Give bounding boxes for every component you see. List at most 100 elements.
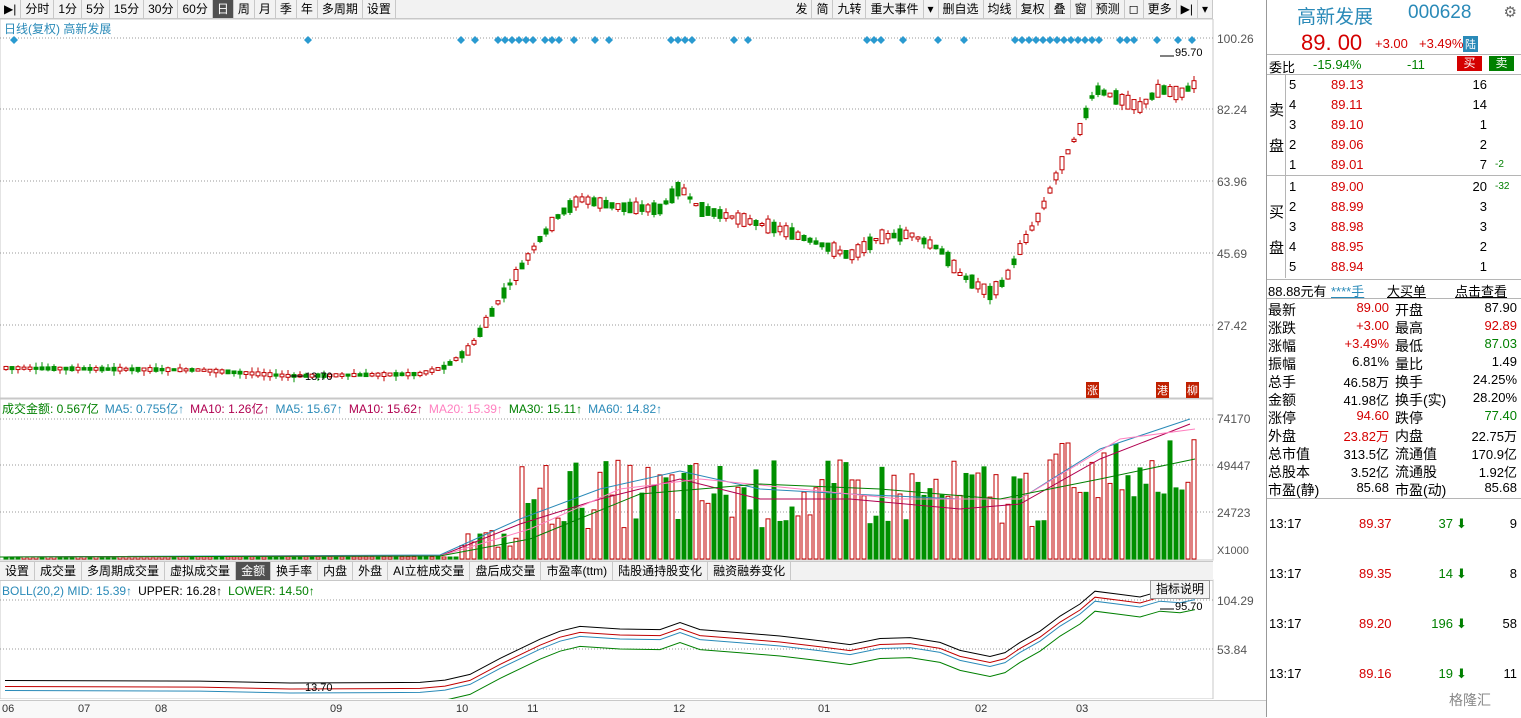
indicator-tab[interactable]: 陆股通持股变化: [613, 562, 709, 580]
indicator-tab[interactable]: 内盘: [318, 562, 354, 580]
book-level[interactable]: 4 89.11 14: [1267, 97, 1521, 115]
event-tag[interactable]: 涨: [1086, 382, 1099, 398]
gear-icon[interactable]: ⚙: [1503, 4, 1517, 21]
volume-axis-label: 24723: [1217, 506, 1251, 520]
period-button[interactable]: 60分: [178, 0, 213, 18]
period-button[interactable]: 15分: [110, 0, 145, 18]
tool-button[interactable]: 重大事件: [866, 0, 924, 18]
volume-bar: [1125, 475, 1131, 560]
volume-axis-label: 49447: [1217, 459, 1251, 473]
period-button[interactable]: 日: [212, 0, 234, 18]
candle-body: [1161, 85, 1167, 95]
big-order-row[interactable]: 88.88元有 ****手 大买单 点击查看: [1267, 281, 1521, 299]
tool-button[interactable]: 发: [791, 0, 813, 18]
tool-button[interactable]: ▶|: [1177, 0, 1198, 18]
book-level[interactable]: 3 89.10 1: [1267, 117, 1521, 135]
event-tag[interactable]: 柳: [1186, 382, 1199, 398]
indicator-tab[interactable]: 市盈率(ttm): [541, 562, 614, 580]
book-volume: 1: [1479, 259, 1487, 274]
volume-bar: [435, 556, 441, 560]
period-button[interactable]: 设置: [363, 0, 396, 18]
book-level[interactable]: 5 89.13 16: [1267, 77, 1521, 95]
volume-bar: [711, 493, 717, 560]
period-button[interactable]: 30分: [144, 0, 179, 18]
tool-button[interactable]: 叠: [1050, 0, 1071, 18]
indicator-tab[interactable]: 盘后成交量: [470, 562, 542, 580]
period-button[interactable]: 5分: [82, 0, 110, 18]
candle-body: [609, 202, 615, 209]
month-label: 11: [527, 703, 539, 715]
candle-body: [885, 233, 891, 240]
tool-button[interactable]: 预测: [1092, 0, 1125, 18]
tool-button[interactable]: 删自选: [939, 0, 984, 18]
indicator-help-button[interactable]: 指标说明: [1150, 580, 1211, 599]
order-ratio-pct: -15.94%: [1313, 57, 1362, 72]
boll-high-label: 95.70: [1175, 601, 1203, 613]
volume-bar: [777, 520, 783, 560]
candle-body: [21, 366, 27, 370]
period-button[interactable]: 月: [255, 0, 276, 18]
toggle-icon[interactable]: ▶|: [0, 0, 22, 18]
volume-bar: [147, 556, 153, 560]
period-button[interactable]: 周: [234, 0, 255, 18]
tool-button[interactable]: 九转: [833, 0, 867, 18]
candle-body: [897, 228, 903, 242]
indicator-tab[interactable]: 金额: [236, 562, 272, 580]
book-level[interactable]: 4 88.95 2: [1267, 239, 1521, 257]
big-order-link[interactable]: 点击查看: [1455, 284, 1508, 299]
stat-label: 内盘: [1395, 428, 1423, 444]
candle-body: [375, 372, 381, 377]
stat-label: 换手(实): [1395, 392, 1447, 408]
volume-bar: [249, 556, 255, 560]
boll-indicator-row: BOLL(20,2) MID: 15.39↑ UPPER: 16.28↑ LOWER…: [2, 584, 321, 598]
book-volume: 3: [1479, 219, 1487, 234]
volume-bar: [957, 494, 963, 560]
indicator-tab[interactable]: 换手率: [271, 562, 319, 580]
tool-button[interactable]: 均线: [984, 0, 1017, 18]
book-level-index: 4: [1289, 97, 1297, 112]
book-volume: 3: [1479, 199, 1487, 214]
tool-button[interactable]: ◻: [1125, 0, 1144, 18]
month-label: 03: [1076, 703, 1089, 715]
period-button[interactable]: 1分: [54, 0, 83, 18]
stat-label: 振幅: [1268, 356, 1296, 372]
period-button[interactable]: 年: [297, 0, 318, 18]
period-button[interactable]: 分时: [21, 0, 55, 18]
tool-button[interactable]: 更多: [1144, 0, 1177, 18]
volume-bar: [621, 527, 627, 560]
candle-body: [1089, 95, 1095, 99]
indicator-tab[interactable]: AI立桩成交量: [388, 562, 471, 580]
book-level[interactable]: 2 89.06 2: [1267, 137, 1521, 155]
candle-body: [63, 366, 69, 371]
tool-button[interactable]: ▾: [924, 0, 939, 18]
indicator-tab[interactable]: 成交量: [35, 562, 83, 580]
indicator-tab[interactable]: 设置: [0, 562, 36, 580]
tool-button[interactable]: ▾: [1198, 0, 1213, 18]
book-level[interactable]: 5 88.94 1: [1267, 259, 1521, 277]
signal-diamond: [591, 36, 599, 44]
candle-body: [873, 238, 879, 242]
sell-button[interactable]: 卖: [1489, 56, 1514, 71]
indicator-tab[interactable]: 虚拟成交量: [165, 562, 237, 580]
indicator-tab[interactable]: 融资融券变化: [708, 562, 792, 580]
volume-bar: [1137, 467, 1143, 560]
tool-button[interactable]: 复权: [1017, 0, 1050, 18]
book-level[interactable]: 1 89.00 20 -32: [1267, 179, 1521, 197]
volume-bar: [837, 459, 843, 560]
tool-button[interactable]: 简: [812, 0, 834, 18]
volume-bar: [1167, 440, 1173, 560]
buy-button[interactable]: 买: [1457, 56, 1482, 71]
period-button[interactable]: 多周期: [318, 0, 363, 18]
book-level[interactable]: 1 89.01 7 -2: [1267, 157, 1521, 175]
period-button[interactable]: 季: [276, 0, 297, 18]
tool-button[interactable]: 窗: [1071, 0, 1092, 18]
volume-bar: [375, 556, 381, 560]
event-tag[interactable]: 港: [1156, 382, 1169, 398]
book-level[interactable]: 3 88.98 3: [1267, 219, 1521, 237]
indicator-tab[interactable]: 外盘: [353, 562, 389, 580]
kline-chart[interactable]: [0, 19, 1266, 699]
indicator-tab[interactable]: 多周期成交量: [82, 562, 166, 580]
book-level[interactable]: 2 88.99 3: [1267, 199, 1521, 217]
stat-value: 85.68: [1484, 480, 1517, 495]
signal-diamond: [1039, 36, 1047, 44]
